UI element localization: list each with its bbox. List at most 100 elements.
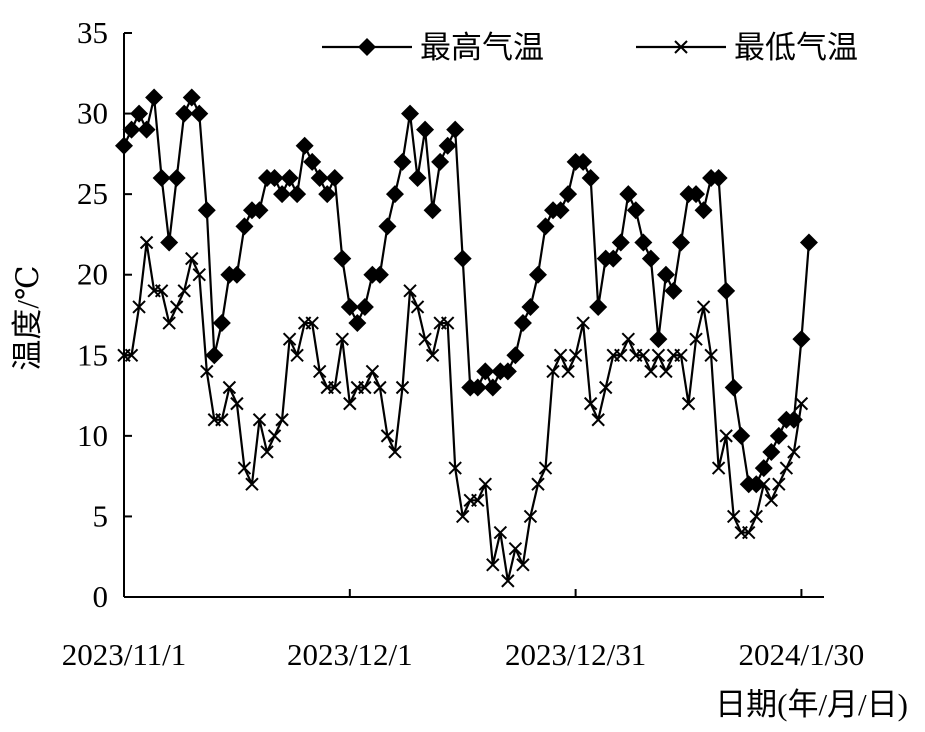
data-point <box>508 541 523 556</box>
data-point <box>358 380 372 395</box>
data-point <box>295 136 314 155</box>
data-point <box>732 426 751 445</box>
data-point <box>626 201 645 220</box>
data-point <box>694 201 713 220</box>
data-point <box>568 348 583 362</box>
data-point <box>335 332 349 346</box>
data-point <box>787 445 801 459</box>
data-point <box>408 169 427 188</box>
data-point <box>192 268 206 282</box>
legend-item: 最低气温 <box>636 30 858 65</box>
data-point <box>583 396 598 411</box>
data-point <box>416 120 435 139</box>
legend-marker <box>358 38 376 56</box>
data-point <box>132 300 146 314</box>
data-point <box>205 346 224 365</box>
data-point <box>124 348 139 362</box>
data-point <box>252 413 267 427</box>
data-point <box>303 152 322 171</box>
data-point <box>769 426 788 445</box>
legend: 最高气温 最低气温 <box>322 30 858 65</box>
data-point <box>365 364 380 379</box>
data-point <box>674 348 688 362</box>
data-point <box>576 316 590 330</box>
x-tick-label: 2023/12/31 <box>505 637 646 672</box>
data-point <box>288 185 307 204</box>
data-point <box>265 169 284 188</box>
y-tick-label: 25 <box>77 176 108 211</box>
data-point <box>619 185 638 204</box>
data-point <box>696 300 711 314</box>
data-point <box>634 233 653 252</box>
series-layer <box>115 88 818 588</box>
data-point <box>197 201 216 220</box>
data-point <box>747 475 766 494</box>
data-point <box>611 233 630 252</box>
data-point <box>476 362 495 381</box>
data-point <box>799 233 818 252</box>
data-point <box>604 249 623 268</box>
data-point <box>388 445 402 459</box>
data-point <box>794 396 809 411</box>
data-point <box>448 461 462 475</box>
data-point <box>656 265 675 284</box>
data-point <box>373 380 387 395</box>
x-tick-label: 2024/1/30 <box>739 637 865 672</box>
data-point <box>385 185 404 204</box>
data-point <box>343 396 357 411</box>
data-point <box>378 217 397 236</box>
series-line <box>123 96 811 486</box>
data-point <box>636 348 651 362</box>
data-point <box>182 88 201 107</box>
data-point <box>772 477 786 491</box>
data-point <box>546 364 560 379</box>
data-point <box>581 169 600 188</box>
data-point <box>325 169 344 188</box>
y-axis-title: 温度/℃ <box>10 265 45 370</box>
data-point <box>704 348 718 362</box>
data-point <box>318 185 337 204</box>
data-point <box>410 300 425 314</box>
y-tick-label: 35 <box>77 15 108 50</box>
legend-label: 最高气温 <box>420 30 544 65</box>
series-2 <box>117 235 809 588</box>
data-point <box>614 348 628 362</box>
data-point <box>456 509 470 524</box>
data-point <box>724 378 743 397</box>
data-point <box>348 314 367 333</box>
data-point <box>792 330 811 349</box>
data-point <box>395 380 410 395</box>
y-tick-label: 15 <box>77 337 108 372</box>
data-point <box>438 136 457 155</box>
data-point <box>591 413 605 427</box>
data-point <box>403 284 417 298</box>
data-point <box>671 233 690 252</box>
data-point <box>516 558 530 572</box>
data-point <box>501 574 515 588</box>
data-point <box>664 281 683 300</box>
data-point <box>659 364 673 379</box>
data-point <box>589 297 608 316</box>
x-tick-label: 2023/11/1 <box>62 637 187 672</box>
y-tick-label: 0 <box>93 579 109 614</box>
data-point <box>757 477 771 491</box>
data-point <box>446 120 465 139</box>
data-point <box>553 348 568 362</box>
legend-label: 最低气温 <box>734 30 858 65</box>
data-point <box>521 297 540 316</box>
data-point <box>644 364 658 379</box>
series-1 <box>115 88 818 494</box>
data-point <box>235 217 254 236</box>
data-point <box>245 477 259 491</box>
data-point <box>431 152 450 171</box>
data-point <box>681 396 696 411</box>
data-point <box>754 459 773 478</box>
data-point <box>237 461 252 475</box>
data-point <box>468 378 487 397</box>
legend-item: 最高气温 <box>322 30 544 65</box>
data-point <box>290 348 304 362</box>
data-point <box>328 380 342 395</box>
data-point <box>162 316 176 330</box>
data-point <box>333 249 352 268</box>
